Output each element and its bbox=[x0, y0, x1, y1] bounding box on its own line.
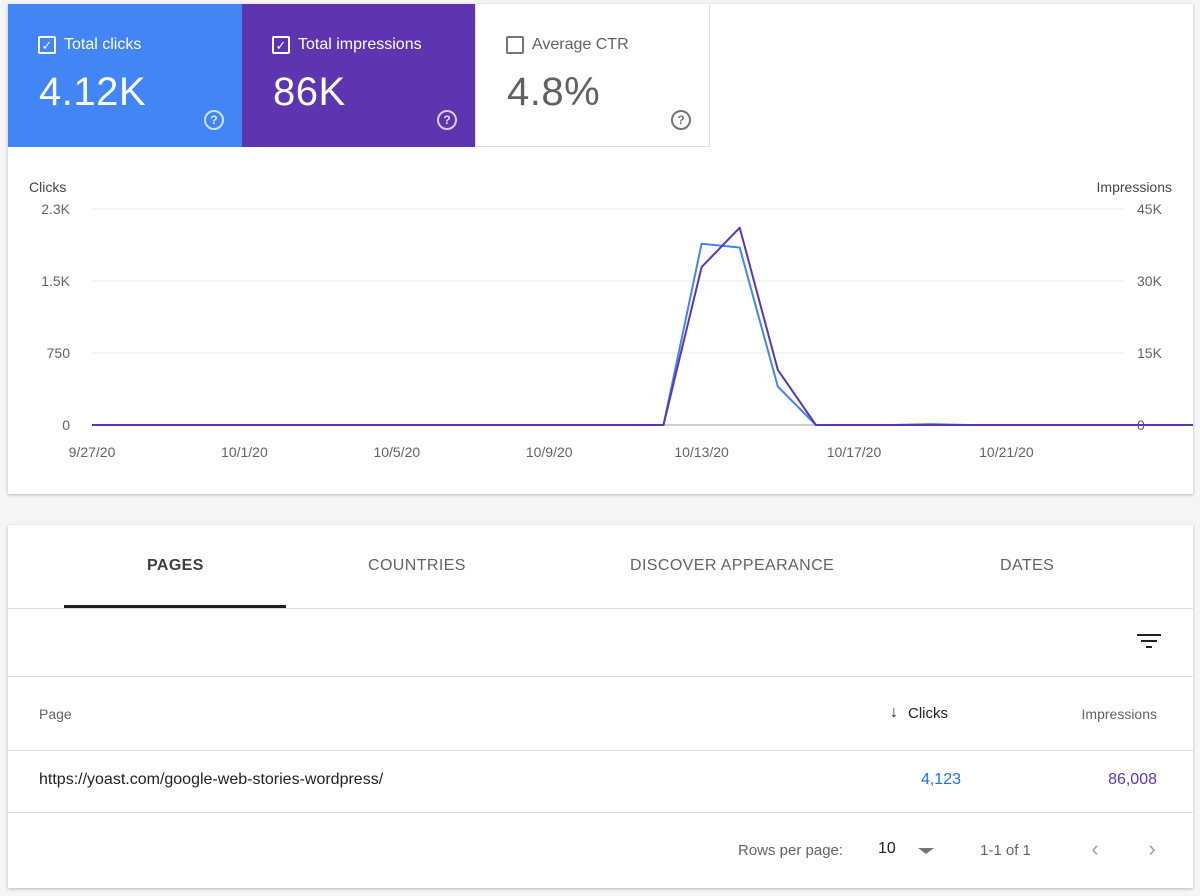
column-header-impressions[interactable]: Impressions bbox=[1081, 706, 1157, 722]
column-header-label: Clicks bbox=[908, 704, 948, 722]
rows-per-page-select[interactable]: 10 bbox=[878, 840, 934, 858]
metric-total-clicks[interactable]: ✓ Total clicks 4.12K ? bbox=[8, 4, 242, 147]
tab-discover-appearance[interactable]: DISCOVER APPEARANCE bbox=[630, 557, 835, 574]
pagination: Rows per page: 10 1-1 of 1 ‹ › bbox=[8, 813, 1193, 888]
tab-countries[interactable]: COUNTRIES bbox=[368, 557, 466, 574]
metric-label: Total impressions bbox=[298, 36, 422, 53]
column-header-page[interactable]: Page bbox=[39, 706, 72, 722]
metric-total-impressions[interactable]: ✓ Total impressions 86K ? bbox=[242, 4, 475, 147]
clicks-value: 4,123 bbox=[920, 771, 961, 788]
tab-pages[interactable]: PAGES bbox=[147, 557, 204, 574]
help-icon[interactable]: ? bbox=[204, 110, 224, 130]
x-tick-label: 10/1/20 bbox=[221, 444, 268, 460]
tab-bar: PAGES COUNTRIES DISCOVER APPEARANCE DATE… bbox=[8, 525, 1193, 609]
y-left-tick-label: 750 bbox=[47, 345, 71, 361]
active-tab-indicator bbox=[64, 605, 286, 608]
y-right-tick-label: 15K bbox=[1137, 345, 1163, 361]
table-header: Page ↓ Clicks Impressions bbox=[8, 677, 1193, 751]
metric-value: 4.8% bbox=[507, 70, 601, 114]
filter-row bbox=[8, 609, 1193, 677]
x-tick-label: 10/17/20 bbox=[827, 444, 882, 460]
performance-card: ✓ Total clicks 4.12K ? ✓ Total impressio… bbox=[8, 4, 1193, 494]
y-left-tick-label: 1.5K bbox=[41, 273, 70, 289]
y-right-tick-label: 30K bbox=[1137, 273, 1163, 289]
impressions-value: 86,008 bbox=[1108, 771, 1157, 788]
filter-icon[interactable] bbox=[1137, 631, 1161, 651]
metric-label: Average CTR bbox=[532, 36, 629, 53]
caret-down-icon bbox=[917, 848, 934, 854]
pages-table-card: PAGES COUNTRIES DISCOVER APPEARANCE DATE… bbox=[8, 525, 1193, 888]
chevron-right-icon[interactable]: › bbox=[1148, 836, 1156, 861]
metric-header: ✓ Total clicks bbox=[38, 36, 141, 54]
y-axis-left-title: Clicks bbox=[29, 179, 66, 195]
x-tick-label: 10/13/20 bbox=[674, 444, 729, 460]
table-row[interactable]: https://yoast.com/google-web-stories-wor… bbox=[8, 751, 1193, 813]
x-tick-label: 10/5/20 bbox=[373, 444, 420, 460]
x-tick-label: 10/21/20 bbox=[979, 444, 1034, 460]
performance-chart: Clicks Impressions 2.3K 45K 1.5K 30K 750 15K 0 0 9… bbox=[8, 147, 1193, 494]
series-line-clicks bbox=[92, 242, 1193, 426]
tab-dates[interactable]: DATES bbox=[1000, 557, 1055, 574]
y-left-tick-label: 2.3K bbox=[41, 201, 70, 217]
series-line-impressions bbox=[92, 226, 1193, 426]
x-tick-label: 10/9/20 bbox=[526, 444, 573, 460]
x-tick-label: 9/27/20 bbox=[69, 444, 116, 460]
checkbox-checked-icon[interactable]: ✓ bbox=[272, 36, 290, 54]
y-right-tick-label: 45K bbox=[1137, 201, 1163, 217]
help-icon[interactable]: ? bbox=[437, 110, 457, 130]
rows-per-page-label: Rows per page: bbox=[738, 842, 844, 859]
metric-header: Average CTR bbox=[506, 36, 629, 54]
metric-value: 86K bbox=[273, 70, 346, 114]
column-header-clicks[interactable]: ↓ Clicks bbox=[890, 704, 948, 722]
page-url[interactable]: https://yoast.com/google-web-stories-wor… bbox=[39, 771, 384, 788]
metric-average-ctr[interactable]: Average CTR 4.8% ? bbox=[475, 4, 710, 147]
rows-per-page-value: 10 bbox=[878, 840, 896, 857]
pagination-range: 1-1 of 1 bbox=[980, 842, 1031, 859]
checkbox-unchecked-icon[interactable] bbox=[506, 36, 524, 54]
metric-value: 4.12K bbox=[39, 70, 147, 114]
y-axis-right-title: Impressions bbox=[1097, 179, 1172, 195]
checkbox-checked-icon[interactable]: ✓ bbox=[38, 36, 56, 54]
metric-label: Total clicks bbox=[64, 36, 142, 53]
help-icon[interactable]: ? bbox=[671, 110, 691, 130]
metric-header: ✓ Total impressions bbox=[272, 36, 422, 54]
arrow-down-icon: ↓ bbox=[890, 704, 898, 721]
chevron-left-icon[interactable]: ‹ bbox=[1091, 836, 1099, 861]
y-left-tick-label: 0 bbox=[62, 417, 70, 433]
